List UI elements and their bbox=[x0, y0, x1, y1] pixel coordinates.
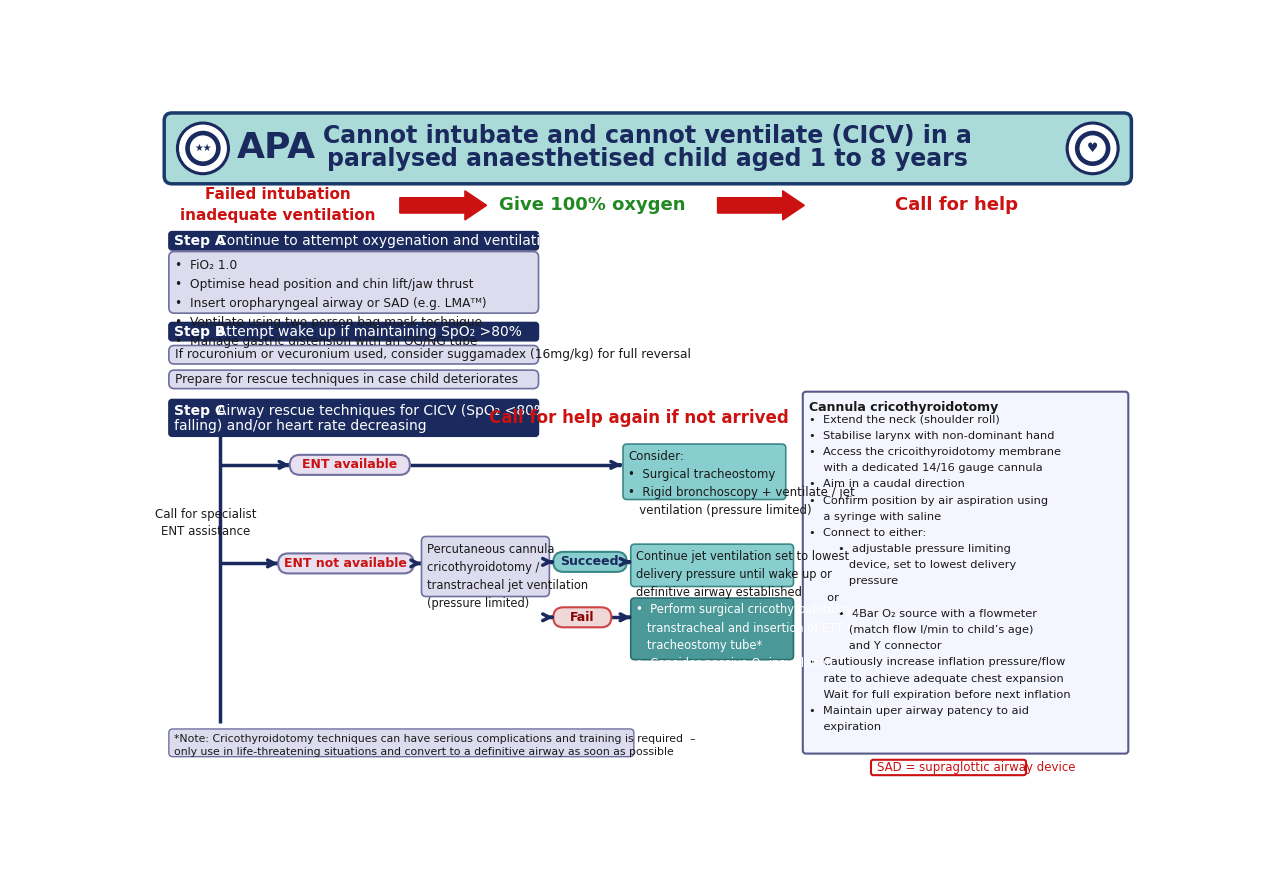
Text: expiration: expiration bbox=[809, 722, 881, 732]
Circle shape bbox=[1076, 132, 1110, 166]
FancyBboxPatch shape bbox=[278, 554, 413, 573]
Text: •  Stabilise larynx with non-dominant hand: • Stabilise larynx with non-dominant han… bbox=[809, 431, 1054, 441]
Text: Failed intubation
inadequate ventilation: Failed intubation inadequate ventilation bbox=[181, 188, 375, 223]
Text: •  adjustable pressure limiting: • adjustable pressure limiting bbox=[809, 544, 1011, 554]
Text: Attempt wake up if maintaining SpO₂ >80%: Attempt wake up if maintaining SpO₂ >80% bbox=[217, 325, 522, 338]
Circle shape bbox=[1069, 125, 1116, 172]
FancyArrow shape bbox=[718, 190, 804, 220]
Text: Consider:
•  Surgical tracheostomy
•  Rigid bronchoscopy + ventilate / jet
   ve: Consider: • Surgical tracheostomy • Rigi… bbox=[628, 450, 856, 517]
Text: Step C: Step C bbox=[173, 404, 225, 418]
Text: a syringe with saline: a syringe with saline bbox=[809, 512, 942, 522]
Text: •  Perform surgical cricothyroidotomy /
   transtracheal and insertion of ETT /
: • Perform surgical cricothyroidotomy / t… bbox=[636, 603, 861, 689]
FancyBboxPatch shape bbox=[871, 760, 1026, 775]
Text: paralysed anaesthetised child aged 1 to 8 years: paralysed anaesthetised child aged 1 to … bbox=[327, 147, 968, 171]
Text: Percutaneous cannula
cricothyroidotomy /
transtracheal jet ventilation
(pressure: Percutaneous cannula cricothyroidotomy /… bbox=[427, 543, 588, 610]
Text: and Y connector: and Y connector bbox=[809, 641, 942, 651]
Text: falling) and/or heart rate decreasing: falling) and/or heart rate decreasing bbox=[173, 419, 426, 433]
Text: •  Cautiously increase inflation pressure/flow: • Cautiously increase inflation pressure… bbox=[809, 658, 1066, 668]
Text: with a dedicated 14/16 gauge cannula: with a dedicated 14/16 gauge cannula bbox=[809, 464, 1043, 473]
Text: •  Access the cricoithyroidotomy membrane: • Access the cricoithyroidotomy membrane bbox=[809, 447, 1060, 457]
Text: •  Connect to either:: • Connect to either: bbox=[809, 528, 927, 538]
FancyBboxPatch shape bbox=[169, 345, 538, 364]
Text: Give 100% oxygen: Give 100% oxygen bbox=[499, 197, 685, 214]
FancyBboxPatch shape bbox=[631, 598, 794, 659]
Circle shape bbox=[179, 125, 226, 172]
Text: Step A: Step A bbox=[173, 234, 225, 247]
FancyBboxPatch shape bbox=[169, 729, 633, 756]
Text: ENT not available: ENT not available bbox=[284, 557, 407, 570]
Text: Succeed: Succeed bbox=[560, 555, 619, 569]
Text: If rocuronium or vecuronium used, consider suggamadex (16mg/kg) for full reversa: If rocuronium or vecuronium used, consid… bbox=[174, 348, 691, 361]
Text: SAD = supraglottic airway device: SAD = supraglottic airway device bbox=[877, 761, 1076, 774]
FancyBboxPatch shape bbox=[169, 252, 538, 313]
Text: Fail: Fail bbox=[570, 611, 594, 624]
Text: Continue jet ventilation set to lowest
delivery pressure until wake up or
defini: Continue jet ventilation set to lowest d… bbox=[636, 549, 849, 599]
FancyBboxPatch shape bbox=[421, 537, 550, 596]
FancyBboxPatch shape bbox=[169, 231, 538, 250]
Text: Cannot intubate and cannot ventilate (CICV) in a: Cannot intubate and cannot ventilate (CI… bbox=[324, 124, 972, 148]
Text: Call for specialist
ENT assistance: Call for specialist ENT assistance bbox=[155, 507, 257, 538]
Text: Wait for full expiration before next inflation: Wait for full expiration before next inf… bbox=[809, 690, 1071, 700]
Text: Call for help: Call for help bbox=[895, 197, 1018, 214]
FancyBboxPatch shape bbox=[554, 607, 612, 627]
Text: ENT available: ENT available bbox=[302, 458, 397, 472]
Text: •  4Bar O₂ source with a flowmeter: • 4Bar O₂ source with a flowmeter bbox=[809, 609, 1036, 619]
Text: Cannula cricothyroidotomy: Cannula cricothyroidotomy bbox=[809, 400, 999, 414]
FancyBboxPatch shape bbox=[631, 544, 794, 587]
Circle shape bbox=[177, 122, 229, 174]
Text: ★★: ★★ bbox=[195, 143, 211, 153]
Circle shape bbox=[1081, 136, 1105, 161]
FancyArrow shape bbox=[399, 190, 487, 220]
Text: •  FiO₂ 1.0
•  Optimise head position and chin lift/jaw thrust
•  Insert orophar: • FiO₂ 1.0 • Optimise head position and … bbox=[174, 259, 487, 348]
Text: •  Confirm position by air aspiration using: • Confirm position by air aspiration usi… bbox=[809, 496, 1048, 506]
FancyBboxPatch shape bbox=[554, 552, 627, 572]
FancyBboxPatch shape bbox=[169, 400, 538, 436]
FancyBboxPatch shape bbox=[169, 370, 538, 389]
Text: •  Extend the neck (shoulder roll): • Extend the neck (shoulder roll) bbox=[809, 415, 1000, 425]
FancyBboxPatch shape bbox=[803, 392, 1129, 754]
FancyBboxPatch shape bbox=[169, 322, 538, 341]
Text: Airway rescue techniques for CICV (SpO₂ <80% and: Airway rescue techniques for CICV (SpO₂ … bbox=[217, 404, 578, 418]
Circle shape bbox=[1067, 122, 1119, 174]
Text: (match flow l/min to child’s age): (match flow l/min to child’s age) bbox=[809, 625, 1034, 635]
Text: or: or bbox=[809, 593, 839, 603]
Text: Step B: Step B bbox=[173, 325, 225, 338]
Text: APA: APA bbox=[238, 132, 316, 166]
FancyBboxPatch shape bbox=[289, 455, 410, 475]
Text: pressure: pressure bbox=[809, 577, 899, 587]
FancyBboxPatch shape bbox=[164, 113, 1131, 184]
Circle shape bbox=[191, 136, 215, 161]
Text: Call for help again if not arrived: Call for help again if not arrived bbox=[489, 409, 789, 427]
Text: device, set to lowest delivery: device, set to lowest delivery bbox=[809, 561, 1016, 570]
Circle shape bbox=[186, 132, 220, 166]
FancyBboxPatch shape bbox=[623, 444, 786, 499]
Text: •  Maintain uper airway patency to aid: • Maintain uper airway patency to aid bbox=[809, 706, 1029, 716]
Text: Prepare for rescue techniques in case child deteriorates: Prepare for rescue techniques in case ch… bbox=[174, 373, 518, 386]
Text: Continue to attempt oxygenation and ventilation: Continue to attempt oxygenation and vent… bbox=[217, 234, 557, 247]
Text: *Note: Cricothyroidotomy techniques can have serious complications and training : *Note: Cricothyroidotomy techniques can … bbox=[173, 733, 695, 756]
Text: •  Aim in a caudal direction: • Aim in a caudal direction bbox=[809, 480, 964, 490]
Text: rate to achieve adequate chest expansion: rate to achieve adequate chest expansion bbox=[809, 674, 1064, 684]
Text: ♥: ♥ bbox=[1087, 142, 1098, 155]
